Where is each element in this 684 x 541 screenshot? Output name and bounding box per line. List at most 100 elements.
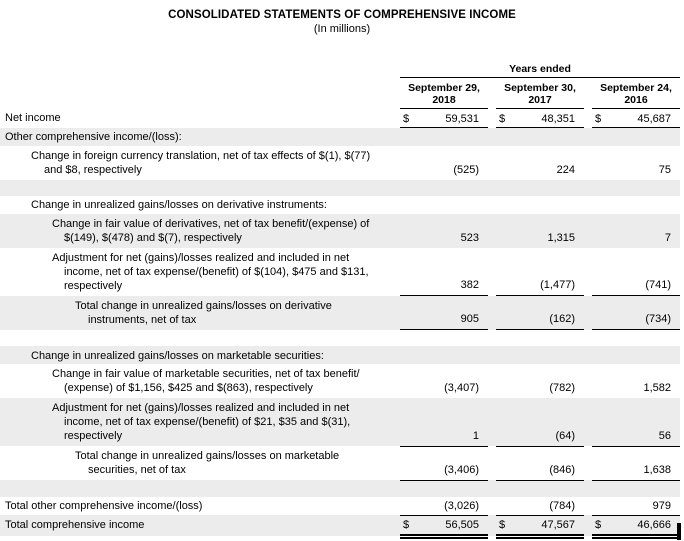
- row-label: Change in fair value of marketable secur…: [52, 368, 360, 394]
- value: (784): [549, 500, 575, 512]
- row-label: Change in fair value of derivatives, net…: [0, 213, 400, 248]
- value-cell: 1,582: [592, 364, 680, 398]
- column-gap: [584, 248, 592, 296]
- column-gap: [584, 78, 592, 109]
- currency-symbol: $: [403, 519, 410, 531]
- value: 56,505: [445, 519, 479, 531]
- value-cell: 523: [400, 213, 488, 248]
- row-label: Total other comprehensive income/(loss): [5, 500, 203, 512]
- column-gap: [584, 109, 592, 128]
- column-gap: [584, 364, 592, 398]
- column-header-2016: September 24, 2016: [592, 77, 680, 109]
- row-label: Total comprehensive income: [0, 515, 400, 536]
- value: (1,477): [540, 279, 575, 291]
- value-cell: [400, 346, 488, 364]
- table-row-oci-heading: Other comprehensive income/(loss):: [0, 127, 680, 146]
- value: 382: [460, 279, 479, 291]
- value: 46,666: [637, 519, 671, 531]
- table-row-total-oci: Total other comprehensive income/(loss) …: [0, 496, 680, 516]
- table-row-net-income: Net income $59,531 $48,351 $45,687: [0, 108, 680, 128]
- table-row-securities-heading: Change in unrealized gains/losses on mar…: [0, 346, 680, 364]
- value-cell: 1,638: [592, 446, 680, 481]
- value-cell: [592, 196, 680, 214]
- value-cell: $45,687: [592, 108, 680, 128]
- value-cell: 905: [400, 295, 488, 330]
- value-cell: [592, 346, 680, 364]
- value-cell: $46,666: [592, 515, 680, 539]
- column-header-2018: September 29, 2018: [400, 77, 488, 109]
- value-cell: 1,315: [496, 213, 584, 248]
- table-row-derivatives-adjustment: Adjustment for net (gains)/losses realiz…: [0, 247, 680, 296]
- column-gap: [488, 146, 496, 180]
- column-gap: [488, 497, 496, 516]
- value: 7: [664, 231, 671, 244]
- value-cell: $56,505: [400, 515, 488, 539]
- value: (3,407): [444, 382, 479, 394]
- column-gap: [488, 446, 496, 480]
- value: 224: [556, 163, 575, 176]
- statement-title: CONSOLIDATED STATEMENTS OF COMPREHENSIVE…: [168, 9, 516, 21]
- table-row-foreign-currency: Change in foreign currency translation, …: [0, 146, 680, 180]
- value: 1,315: [547, 231, 575, 244]
- row-label: Net income: [5, 112, 61, 124]
- table-row-derivatives-heading: Change in unrealized gains/losses on der…: [0, 196, 680, 214]
- value-cell: 382: [400, 247, 488, 296]
- table-row-securities-fair-value: Change in fair value of marketable secur…: [0, 364, 680, 398]
- value: 979: [652, 500, 671, 512]
- column-gap: [584, 213, 592, 248]
- value: 1: [472, 429, 479, 442]
- value: 905: [460, 313, 479, 325]
- value: 45,687: [637, 112, 671, 125]
- column-gap: [488, 78, 496, 109]
- spacer-row: [0, 330, 680, 347]
- value: (782): [549, 382, 575, 394]
- table-row-securities-adjustment: Adjustment for net (gains)/losses realiz…: [0, 398, 680, 447]
- column-gap: [488, 213, 496, 248]
- value-cell: 979: [592, 496, 680, 516]
- column-gap: [488, 248, 496, 296]
- currency-symbol: $: [595, 112, 602, 125]
- spacer-row: [0, 179, 680, 196]
- value: (162): [549, 313, 575, 325]
- value-cell: [496, 196, 584, 214]
- value-cell: [400, 127, 488, 146]
- value-cell: $59,531: [400, 108, 488, 128]
- value-cell: (741): [592, 247, 680, 296]
- value: (741): [645, 279, 671, 291]
- row-label: Adjustment for net (gains)/losses realiz…: [52, 251, 369, 292]
- header-spacer: [0, 78, 400, 109]
- value: (64): [555, 429, 575, 442]
- column-gap: [584, 346, 592, 364]
- value: (846): [549, 463, 575, 476]
- table-row-total-comprehensive-income: Total comprehensive income $56,505 $47,5…: [0, 515, 680, 539]
- value: 47,567: [541, 519, 575, 531]
- column-gap: [488, 127, 496, 146]
- value-cell: (3,407): [400, 364, 488, 398]
- spacer: [0, 179, 680, 196]
- row-label: Total change in unrealized gains/losses …: [0, 295, 400, 330]
- currency-symbol: $: [403, 112, 410, 125]
- header-row-columns: September 29, 2018 September 30, 2017 Se…: [0, 77, 680, 109]
- column-gap: [584, 446, 592, 480]
- value-cell: 224: [496, 146, 584, 180]
- value-cell: 1: [400, 398, 488, 447]
- currency-symbol: $: [595, 519, 602, 531]
- value: (734): [645, 313, 671, 325]
- row-label: Change in foreign currency translation, …: [31, 149, 371, 176]
- row-label: Other comprehensive income/(loss):: [0, 127, 400, 146]
- value-cell: 7: [592, 213, 680, 248]
- value-cell: $48,351: [496, 108, 584, 128]
- column-gap: [584, 497, 592, 516]
- value: (3,406): [444, 463, 479, 476]
- value-cell: (64): [496, 398, 584, 447]
- column-gap: [488, 196, 496, 214]
- column-gap: [584, 196, 592, 214]
- table-row-securities-total: Total change in unrealized gains/losses …: [0, 446, 680, 481]
- column-gap: [584, 515, 592, 536]
- value: 1,582: [643, 382, 671, 394]
- value: (525): [453, 163, 479, 176]
- value: (3,026): [444, 500, 479, 512]
- row-label: Change in unrealized gains/losses on der…: [31, 199, 327, 211]
- column-gap: [584, 146, 592, 180]
- value-cell: (525): [400, 146, 488, 180]
